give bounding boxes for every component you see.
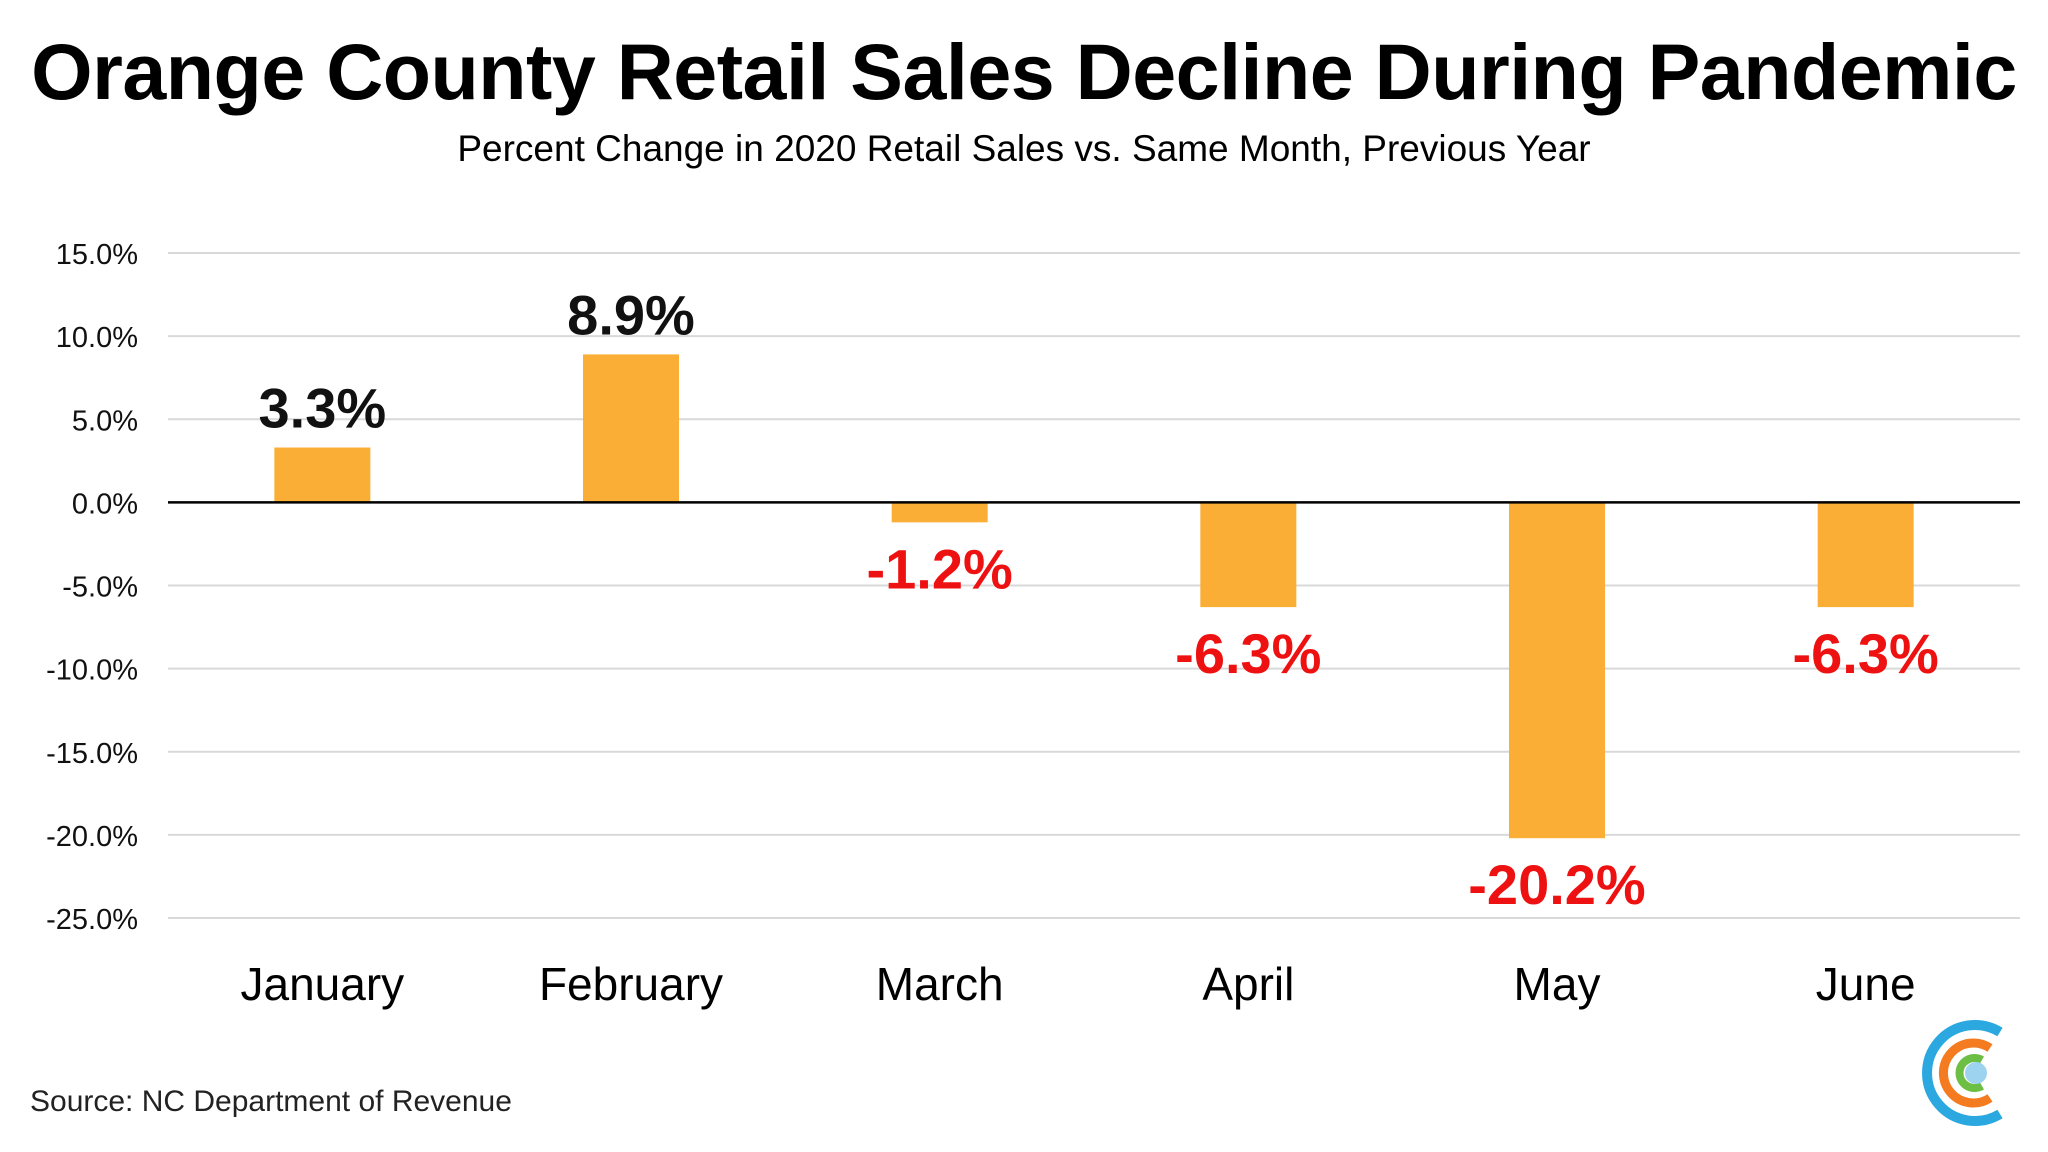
- y-tick-label: 10.0%: [56, 322, 138, 354]
- bar: [274, 447, 371, 503]
- category-label: May: [1514, 958, 1601, 1010]
- chart-title: Orange County Retail Sales Decline Durin…: [31, 27, 2017, 116]
- y-tick-label: -10.0%: [46, 655, 138, 687]
- logo-center-dot: [1965, 1062, 1987, 1084]
- y-tick-label: 5.0%: [72, 405, 138, 437]
- data-label: -6.3%: [1175, 622, 1321, 685]
- source-note: Source: NC Department of Revenue: [30, 1085, 512, 1118]
- bar: [1817, 502, 1914, 608]
- bar: [1509, 502, 1605, 839]
- chart-subtitle: Percent Change in 2020 Retail Sales vs. …: [457, 128, 1591, 169]
- y-tick-label: -15.0%: [46, 738, 138, 770]
- y-axis-tick-labels: 15.0% 10.0% 5.0% 0.0% -5.0% -10.0% -15.0% -20.0…: [46, 239, 138, 936]
- gridlines: [168, 252, 2020, 919]
- data-labels: 3.3% 8.9% -1.2% -6.3% -20.2% -6.3%: [259, 283, 1939, 916]
- bar: [891, 502, 988, 523]
- data-label: -1.2%: [867, 537, 1013, 600]
- data-label: 3.3%: [259, 377, 387, 440]
- y-tick-label: -20.0%: [46, 821, 138, 853]
- data-label: 8.9%: [567, 283, 695, 346]
- data-label: -20.2%: [1468, 853, 1645, 916]
- y-tick-label: -5.0%: [62, 572, 138, 604]
- logo-middle-ring: [1938, 1038, 1993, 1108]
- category-labels: January February March April May June: [241, 958, 1916, 1010]
- y-tick-label: 15.0%: [56, 239, 138, 271]
- bars: [274, 354, 1914, 839]
- logo-outer-ring: [1922, 1020, 2003, 1126]
- logo-inner-ring: [1955, 1054, 1984, 1092]
- category-label: March: [876, 958, 1004, 1010]
- category-label: February: [539, 958, 723, 1010]
- data-label: -6.3%: [1793, 622, 1939, 685]
- bar: [583, 354, 679, 503]
- concentric-c-logo-icon: [1922, 1020, 2003, 1126]
- y-tick-label: 0.0%: [72, 488, 138, 520]
- bar: [1200, 502, 1297, 608]
- y-tick-label: -25.0%: [46, 904, 138, 936]
- category-label: January: [241, 958, 405, 1010]
- category-label: June: [1816, 958, 1916, 1010]
- category-label: April: [1202, 958, 1294, 1010]
